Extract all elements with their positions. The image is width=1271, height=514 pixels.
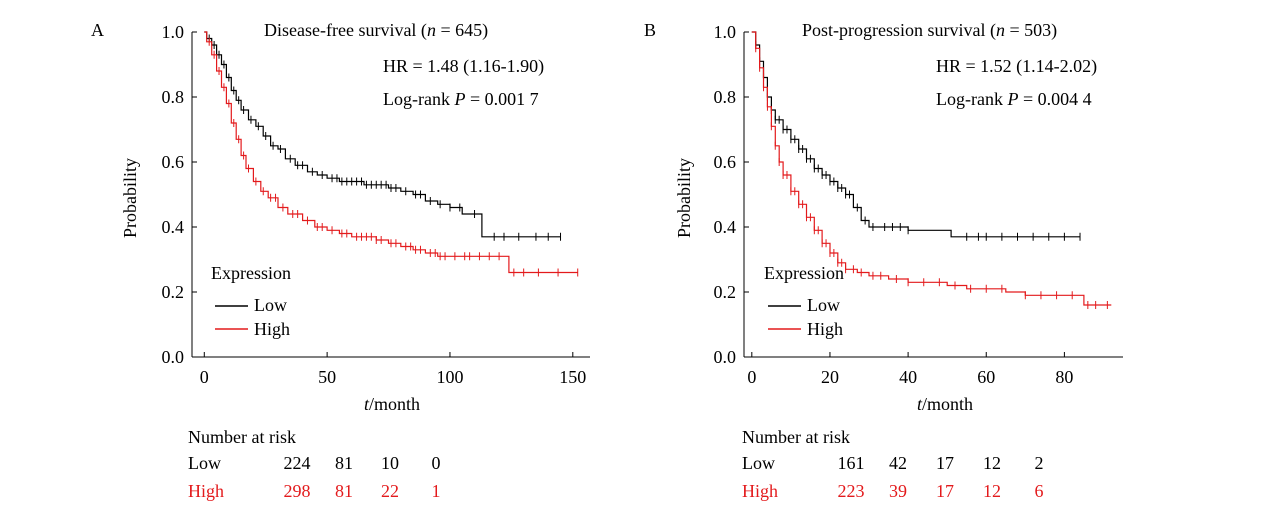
legend-item-high: High [807,319,843,339]
risk-row-label-low: Low [742,453,775,473]
y-tick-label: 1.0 [162,22,185,42]
hazard-ratio-text: HR = 1.48 (1.16-1.90) [383,56,544,77]
x-tick-label: 0 [200,367,209,387]
risk-value: 39 [889,481,907,501]
legend-item-low: Low [254,295,287,315]
x-axis-label: t/month [364,394,420,414]
series-layer [204,31,579,277]
legend: Expression Low High [764,263,844,339]
y-tick-label: 0.2 [162,282,185,302]
risk-row-label-high: High [188,481,224,501]
risk-value: 17 [936,481,954,501]
y-tick-label: 0.2 [714,282,737,302]
x-tick-label: 150 [559,367,586,387]
y-tick-label: 0.0 [162,347,185,367]
panel-label: A [91,20,104,40]
risk-value: 17 [936,453,954,473]
risk-value: 0 [432,453,441,473]
risk-value: 224 [284,453,311,473]
y-tick-label: 0.6 [714,152,737,172]
log-rank-text: Log-rank P = 0.001 7 [383,89,539,109]
series-layer [751,31,1112,309]
panel-a: A Disease-free survival (n = 645) HR = 1… [91,20,590,501]
risk-table-header: Number at risk [742,427,850,447]
y-axis-label: Probability [674,158,694,238]
risk-value: 81 [335,453,353,473]
panel-label: B [644,20,656,40]
risk-value: 298 [284,481,311,501]
risk-value: 10 [381,453,399,473]
risk-value: 22 [381,481,399,501]
risk-value: 2 [1035,453,1044,473]
hazard-ratio-text: HR = 1.52 (1.14-2.02) [936,56,1097,77]
y-tick-label: 1.0 [714,22,737,42]
risk-value: 6 [1035,481,1044,501]
x-tick-label: 60 [977,367,995,387]
risk-value: 12 [983,481,1001,501]
risk-value: 81 [335,481,353,501]
survival-curve-low [751,31,1080,238]
chart-title: Disease-free survival (n = 645) [264,20,488,41]
y-axis-label: Probability [120,158,140,238]
y-tick-label: 0.8 [714,87,737,107]
legend: Expression Low High [211,263,291,339]
x-tick-label: 20 [821,367,839,387]
risk-value: 42 [889,453,907,473]
legend-item-low: Low [807,295,840,315]
risk-value: 12 [983,453,1001,473]
risk-row-label-low: Low [188,453,221,473]
x-tick-label: 40 [899,367,917,387]
risk-table: Number at risk Low High 161 42 17 12 2 2… [742,427,1044,501]
x-tick-label: 100 [436,367,463,387]
axes: 0.0 0.2 0.4 0.6 0.8 1.0 0 50 100 150 [162,22,590,387]
risk-value: 1 [432,481,441,501]
y-tick-label: 0.4 [714,217,737,237]
y-tick-label: 0.6 [162,152,185,172]
risk-table: Number at risk Low High 224 81 10 0 298 … [188,427,441,501]
log-rank-text: Log-rank P = 0.004 4 [936,89,1092,109]
legend-title: Expression [211,263,291,283]
chart-title: Post-progression survival (n = 503) [802,20,1057,41]
risk-row-label-high: High [742,481,778,501]
survival-curve-high [204,31,578,274]
y-tick-label: 0.4 [162,217,185,237]
x-axis-label: t/month [917,394,973,414]
risk-table-header: Number at risk [188,427,296,447]
risk-value: 223 [838,481,865,501]
y-tick-label: 0.0 [714,347,737,367]
x-tick-label: 80 [1055,367,1073,387]
survival-curve-low [204,31,561,238]
x-tick-label: 50 [318,367,336,387]
survival-curve-high [751,31,1112,306]
risk-value: 161 [838,453,865,473]
x-tick-label: 0 [747,367,756,387]
axes: 0.0 0.2 0.4 0.6 0.8 1.0 0 20 40 60 80 [714,22,1123,387]
panel-b: B Post-progression survival (n = 503) HR… [644,20,1123,501]
y-tick-label: 0.8 [162,87,185,107]
legend-title: Expression [764,263,844,283]
legend-item-high: High [254,319,290,339]
